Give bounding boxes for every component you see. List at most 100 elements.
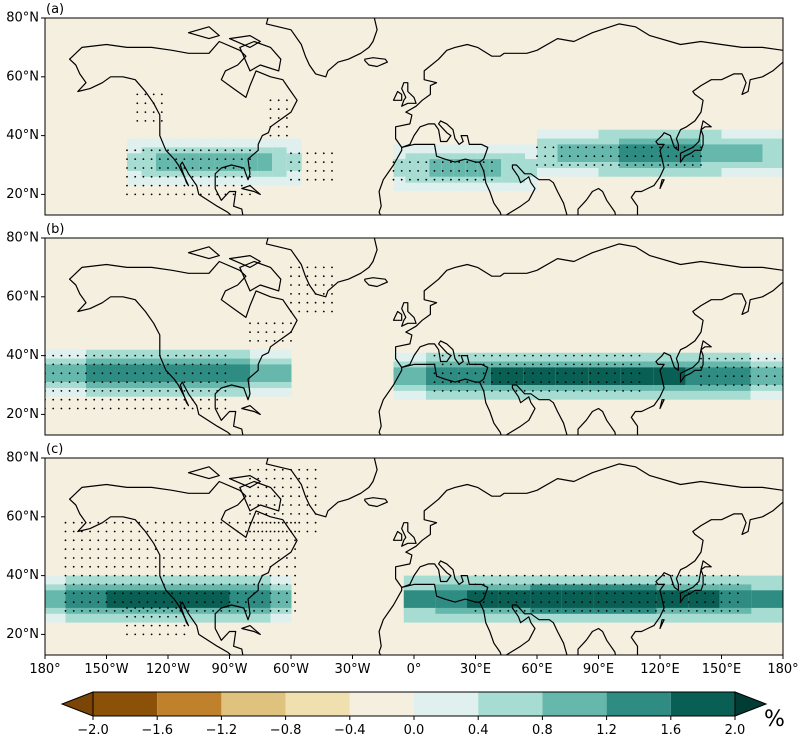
significance-dot (298, 275, 301, 278)
significance-dot (175, 372, 178, 375)
significance-dot (663, 583, 665, 586)
significance-dot (474, 592, 477, 595)
significance-dot (179, 583, 182, 586)
significance-dot (306, 152, 309, 155)
significance-dot (671, 583, 674, 586)
anomaly-cell (156, 153, 171, 171)
significance-dot (609, 155, 612, 158)
significance-dot (548, 390, 551, 392)
significance-dot (573, 381, 575, 383)
significance-dot (671, 592, 674, 595)
significance-dot (294, 557, 296, 559)
significance-dot (450, 381, 452, 383)
significance-dot (540, 601, 542, 603)
significance-dot (441, 178, 444, 181)
significance-dot (171, 521, 174, 524)
significance-dot (298, 284, 301, 286)
significance-dot (163, 592, 165, 595)
significance-dot (331, 161, 333, 164)
significance-dot (199, 372, 202, 375)
significance-dot (64, 601, 67, 603)
significance-dot (322, 310, 325, 313)
colorbar: −2.0 −1.6 −1.2 −0.8 −0.4 0.0 0.4 0.8 1.2 1.6 2.0 % (60, 691, 785, 738)
significance-dot (720, 583, 723, 586)
panel-b-background (45, 238, 783, 435)
significance-dot (277, 565, 280, 568)
anomaly-cell (685, 367, 719, 385)
significance-dot (144, 120, 147, 122)
significance-dot (277, 117, 280, 119)
colorbar-under-arrow (60, 691, 94, 717)
coastline (679, 120, 712, 163)
significance-dot (458, 170, 460, 172)
significance-dot (548, 381, 551, 383)
significance-dot (605, 372, 608, 375)
significance-dot (581, 381, 583, 383)
significance-dot (208, 354, 210, 357)
significance-dot (306, 513, 309, 515)
significance-dot (146, 574, 149, 577)
significance-dot (290, 301, 292, 304)
coastline (479, 281, 783, 435)
significance-dot (138, 601, 141, 603)
significance-dot (183, 193, 186, 196)
significance-dot (474, 161, 477, 164)
significance-dot (540, 390, 542, 392)
anomaly-cell (417, 159, 430, 177)
significance-dot (228, 583, 231, 586)
significance-dot (277, 592, 280, 595)
significance-dot (265, 331, 268, 333)
anomaly-cell (127, 590, 148, 608)
anomaly-cell (435, 590, 468, 608)
significance-dot (450, 390, 452, 392)
significance-dot (89, 583, 91, 586)
significance-dot (257, 504, 260, 506)
significance-dot (146, 610, 149, 612)
significance-dot (261, 574, 264, 577)
significance-dot (532, 610, 534, 612)
significance-dot (216, 372, 219, 375)
significance-dot (720, 592, 723, 595)
significance-dot (466, 170, 469, 172)
significance-dot (195, 574, 198, 577)
significance-dot (400, 178, 403, 181)
significance-dot (491, 178, 493, 181)
significance-dot (728, 574, 731, 577)
significance-dot (523, 381, 526, 383)
significance-dot (286, 521, 288, 524)
significance-dot (322, 275, 325, 278)
significance-dot (523, 601, 526, 603)
significance-dot (638, 610, 641, 612)
significance-dot (68, 381, 71, 383)
significance-dot (556, 363, 559, 366)
coastline (378, 146, 403, 215)
significance-dot (482, 363, 485, 366)
significance-dot (208, 167, 210, 169)
significance-dot (540, 610, 542, 612)
significance-dot (679, 610, 682, 612)
significance-dot (122, 548, 124, 550)
significance-dot (97, 565, 100, 568)
anomaly-cell (561, 590, 594, 608)
significance-dot (64, 530, 67, 533)
significance-dot (515, 354, 518, 357)
anomaly-cell (86, 590, 107, 608)
significance-dot (712, 601, 715, 603)
significance-dot (68, 363, 71, 366)
significance-dot (136, 120, 139, 122)
significance-dot (491, 592, 493, 595)
colorbar-segment (606, 692, 671, 716)
significance-dot (716, 384, 719, 386)
significance-dot (630, 592, 633, 595)
significance-dot (482, 381, 485, 383)
significance-dot (306, 170, 309, 172)
significance-dot (150, 184, 153, 187)
significance-dot (199, 193, 202, 196)
significance-dot (60, 398, 63, 401)
anomaly-cell (199, 153, 215, 171)
colorbar-segment (414, 692, 479, 716)
significance-dot (216, 407, 219, 410)
significance-dot (183, 607, 186, 609)
significance-dot (130, 601, 133, 603)
significance-dot (216, 193, 219, 196)
